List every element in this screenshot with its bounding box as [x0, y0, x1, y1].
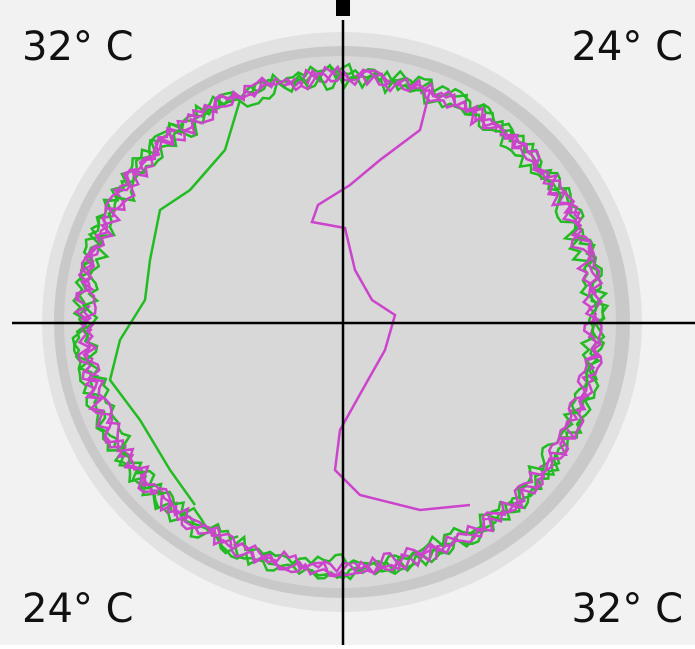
quadrant-label: 32° C: [22, 24, 134, 70]
quadrant-label: 32° C: [571, 586, 683, 632]
page: 32° C 24° C 24° C 32° C (() => { const d…: [0, 0, 695, 645]
quadrant-label: 24° C: [22, 586, 134, 632]
title-fragment: [336, 0, 350, 16]
quadrant-label: 24° C: [571, 24, 683, 70]
arena-image: 32° C 24° C 24° C 32° C: [0, 0, 695, 645]
